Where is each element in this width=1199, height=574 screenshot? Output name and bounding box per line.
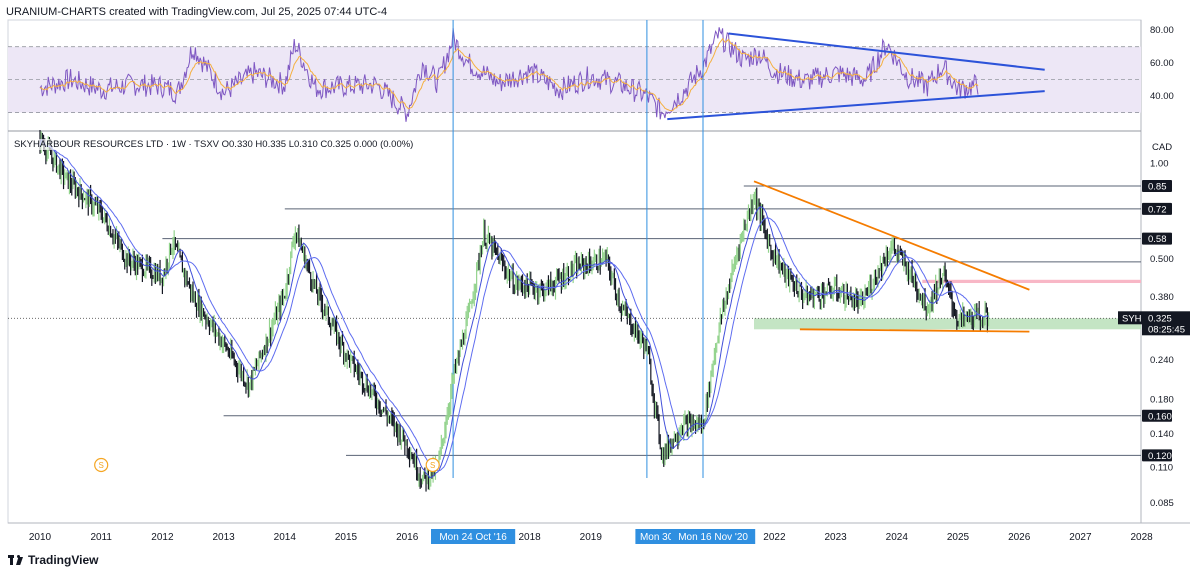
time-tick-label: 2026 [1008, 532, 1031, 543]
time-tick-label: 2013 [212, 532, 235, 543]
time-tick-label: 2018 [518, 532, 541, 543]
moving-average-slow [39, 139, 989, 472]
price-level-box [1142, 202, 1172, 215]
time-tick-label: 2019 [580, 532, 603, 543]
price-level-box [1142, 409, 1172, 422]
rsi-tick-label: 40.00 [1150, 91, 1174, 102]
price-level-label: 0.120 [1148, 451, 1172, 462]
tradingview-mark-icon [8, 555, 24, 565]
time-tick-label: 2012 [151, 532, 174, 543]
price-tick-label: 0.085 [1150, 498, 1174, 509]
split-event-icon [425, 457, 440, 473]
time-tick-label: 2015 [335, 532, 358, 543]
symbol-legend: SKYHARBOUR RESOURCES LTD · 1W · TSXV O0.… [12, 139, 416, 150]
split-event-icon [94, 457, 109, 473]
time-tick-label: 2025 [947, 532, 970, 543]
symbol-tag-label: SYH [1122, 313, 1142, 324]
axes: 80.00 60.00 40.00 CAD 1.00 0.500 0.380 0.240 0.1… [29, 25, 1190, 544]
price-trendline [799, 328, 1030, 333]
time-tick-label: 2014 [274, 532, 297, 543]
rsi-tick-label: 60.00 [1150, 58, 1174, 69]
last-price-label: 0.325 [1148, 313, 1172, 324]
time-tick-label: 2024 [886, 532, 909, 543]
price-tick-label: 0.380 [1150, 292, 1174, 303]
rsi-trendline [728, 32, 1045, 71]
rsi-signal-line [39, 37, 979, 112]
time-highlight-label: Mon 16 Nov '20 [678, 532, 748, 543]
rsi-tick-label: 80.00 [1150, 25, 1174, 36]
price-level-box [1142, 180, 1172, 193]
price-level-label: 0.72 [1148, 204, 1167, 215]
currency-label: CAD [1152, 142, 1172, 153]
rsi-panel [8, 27, 1141, 122]
time-tick-label: 2010 [29, 532, 52, 543]
time-highlight-label: Mon 24 Oct '16 [439, 532, 507, 543]
time-highlight-box [671, 529, 756, 544]
time-tick-label: 2011 [90, 532, 112, 543]
price-tick-label: 0.180 [1150, 395, 1174, 406]
price-level-label: 0.58 [1148, 234, 1167, 245]
price-level-label: 0.85 [1148, 182, 1167, 193]
last-price-box [1142, 311, 1190, 336]
moving-average-fast [39, 139, 989, 479]
tradingview-logo: TradingView [8, 553, 98, 567]
time-tick-label: 2022 [763, 532, 786, 543]
time-tick-label: 2027 [1069, 532, 1092, 543]
price-level-label: 0.160 [1148, 411, 1172, 422]
time-tick-label: 2028 [1130, 532, 1153, 543]
support-zone [754, 318, 1141, 330]
split-event-label: S [430, 461, 435, 470]
split-event-label: S [99, 461, 104, 470]
price-tick-label: 0.110 [1150, 462, 1173, 473]
price-tick-label: 0.140 [1150, 429, 1174, 440]
rsi-trendline [667, 90, 1045, 121]
price-level-box [1142, 449, 1172, 462]
price-level-box [1142, 232, 1172, 245]
time-highlight-box [431, 529, 516, 544]
time-tick-label: 2016 [396, 532, 419, 543]
price-trendline [753, 180, 1030, 291]
time-tick-label: 2023 [824, 532, 847, 543]
bar-countdown-label: 08:25:45 [1148, 324, 1185, 335]
price-tick-label: 0.240 [1150, 355, 1174, 366]
tradingview-wordmark: TradingView [28, 553, 99, 567]
price-tick-label: 1.00 [1150, 159, 1169, 170]
price-tick-label: 0.500 [1150, 254, 1174, 265]
chart-header: URANIUM-CHARTS created with TradingView.… [6, 6, 388, 18]
time-highlight-label: Mon 30 Dec [640, 532, 694, 543]
resistance-zone [922, 279, 1141, 284]
symbol-tag [1118, 311, 1142, 325]
